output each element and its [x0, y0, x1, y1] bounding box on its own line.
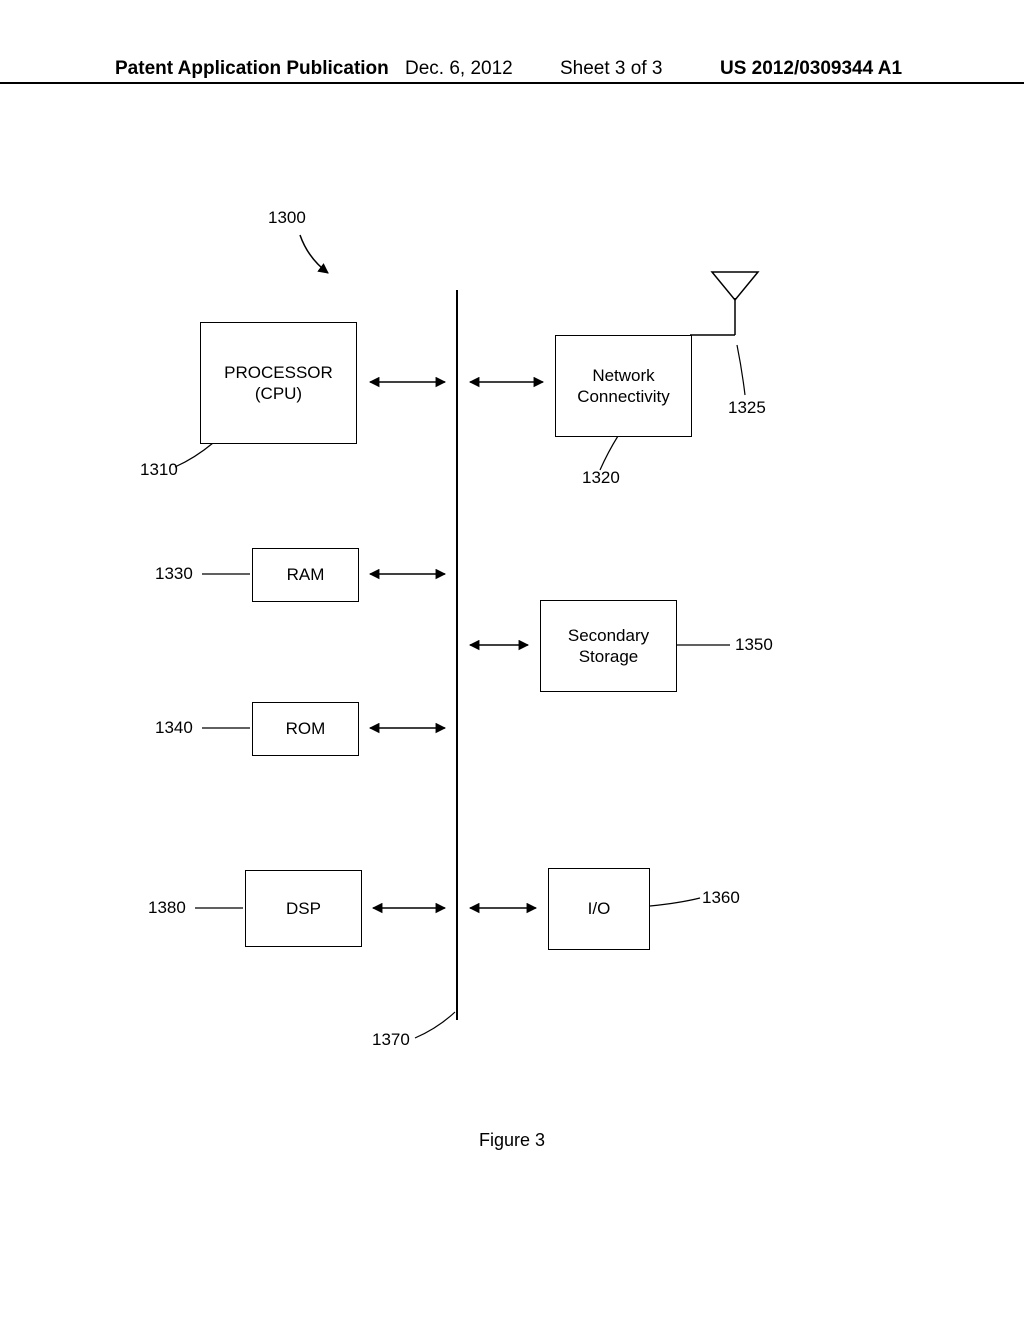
secondary-box: SecondaryStorage — [540, 600, 677, 692]
ref-1350: 1350 — [735, 635, 773, 655]
figure-caption: Figure 3 — [462, 1130, 562, 1151]
ram-box: RAM — [252, 548, 359, 602]
network-box: NetworkConnectivity — [555, 335, 692, 437]
ref-1330: 1330 — [155, 564, 193, 584]
ref-1320: 1320 — [582, 468, 620, 488]
processor-box: PROCESSOR(CPU) — [200, 322, 357, 444]
secondary-label: SecondaryStorage — [568, 625, 649, 668]
ref-1370: 1370 — [372, 1030, 410, 1050]
dsp-label: DSP — [286, 898, 321, 919]
antenna-icon — [712, 272, 758, 300]
io-label: I/O — [588, 898, 611, 919]
rom-box: ROM — [252, 702, 359, 756]
ref-1380: 1380 — [148, 898, 186, 918]
header-date: Dec. 6, 2012 — [405, 58, 513, 80]
leader-1320 — [600, 436, 618, 470]
ref-1325: 1325 — [728, 398, 766, 418]
page: Patent Application Publication Dec. 6, 2… — [0, 0, 1024, 1320]
header-rule — [0, 82, 1024, 84]
leader-1370 — [415, 1012, 455, 1038]
diagram-svg — [0, 0, 1024, 1320]
header-left: Patent Application Publication — [115, 58, 389, 80]
fig-pointer-arrow — [300, 235, 328, 273]
ref-1360: 1360 — [702, 888, 740, 908]
leader-1360 — [650, 898, 700, 906]
header-pubno: US 2012/0309344 A1 — [720, 58, 902, 80]
leader-1325 — [737, 345, 745, 395]
io-box: I/O — [548, 868, 650, 950]
ref-1310: 1310 — [140, 460, 178, 480]
header-sheet: Sheet 3 of 3 — [560, 58, 662, 80]
leader-1310 — [175, 443, 213, 467]
rom-label: ROM — [286, 718, 326, 739]
ref-1340: 1340 — [155, 718, 193, 738]
fig-pointer-label: 1300 — [268, 208, 306, 228]
network-label: NetworkConnectivity — [577, 365, 670, 408]
processor-label: PROCESSOR(CPU) — [224, 362, 333, 405]
ram-label: RAM — [287, 564, 325, 585]
dsp-box: DSP — [245, 870, 362, 947]
